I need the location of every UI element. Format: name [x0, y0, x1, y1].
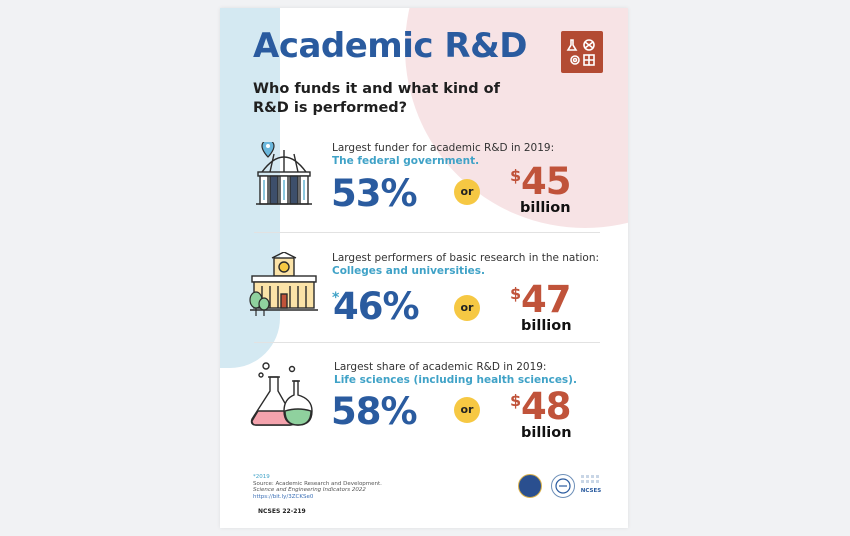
or-badge: or — [454, 179, 480, 205]
source-link[interactable]: https://bit.ly/3ZCKSe0 — [253, 493, 314, 500]
stat-section-performers: Largest performers of basic research in … — [220, 246, 628, 356]
lab-flasks-icon — [248, 361, 320, 433]
stat-section-fields: Largest share of academic R&D in 2019: L… — [220, 355, 628, 465]
amount-unit: billion — [521, 425, 572, 441]
publication-text: Science and Engineering Indicators 2022 — [253, 487, 366, 493]
stat-label: Largest performers of basic research in … — [332, 252, 599, 278]
stat-label: Largest share of academic R&D in 2019: L… — [334, 361, 577, 387]
capitol-building-icon — [248, 139, 320, 214]
stat-label-text: Largest share of academic R&D in 2019: — [334, 361, 547, 373]
source-text: Source: Academic Research and Developmen… — [253, 480, 382, 487]
dollar-sign: $ — [510, 391, 522, 410]
dollar-amount: 47 — [521, 278, 571, 321]
university-building-icon — [248, 251, 320, 324]
footnote-asterisk: * — [332, 290, 340, 306]
section-divider — [254, 342, 600, 343]
nsb-seal-icon — [551, 474, 575, 498]
stat-percent: 53% — [331, 172, 418, 215]
dollar-amount: 45 — [521, 160, 571, 203]
stat-section-funder: Largest funder for academic R&D in 2019:… — [220, 136, 628, 246]
report-id: NCSES 22-219 — [258, 508, 306, 515]
infographic-page: Academic R&D Who funds it and what kind … — [220, 8, 628, 528]
dollar-amount: 48 — [521, 385, 571, 428]
page-subtitle: Who funds it and what kind of R&D is per… — [253, 81, 500, 116]
stat-label: Largest funder for academic R&D in 2019:… — [332, 142, 554, 168]
dollar-sign: $ — [510, 166, 522, 185]
ncses-label: NCSES — [580, 488, 602, 494]
footer-notes: *2019 Source: Academic Research and Deve… — [253, 474, 382, 500]
science-category-icon — [561, 31, 603, 73]
stat-label-text: Largest funder for academic R&D in 2019: — [332, 142, 555, 154]
stat-highlight: Colleges and universities. — [332, 265, 486, 277]
amount-unit: billion — [521, 318, 572, 334]
dollar-sign: $ — [510, 284, 522, 303]
nsf-seal-icon — [518, 474, 542, 498]
amount-unit: billion — [520, 200, 571, 216]
stat-highlight: Life sciences (including health sciences… — [334, 374, 577, 386]
stat-percent: 58% — [331, 390, 418, 433]
or-badge: or — [454, 295, 480, 321]
or-badge: or — [454, 397, 480, 423]
section-divider — [254, 232, 600, 233]
stat-percent: 46% — [333, 285, 420, 328]
footnote-year: *2019 — [253, 474, 270, 480]
ncses-logo: NCSES — [580, 474, 602, 496]
stat-highlight: The federal government. — [332, 155, 480, 167]
page-title: Academic R&D — [253, 26, 527, 66]
stat-label-text: Largest performers of basic research in … — [332, 252, 600, 264]
